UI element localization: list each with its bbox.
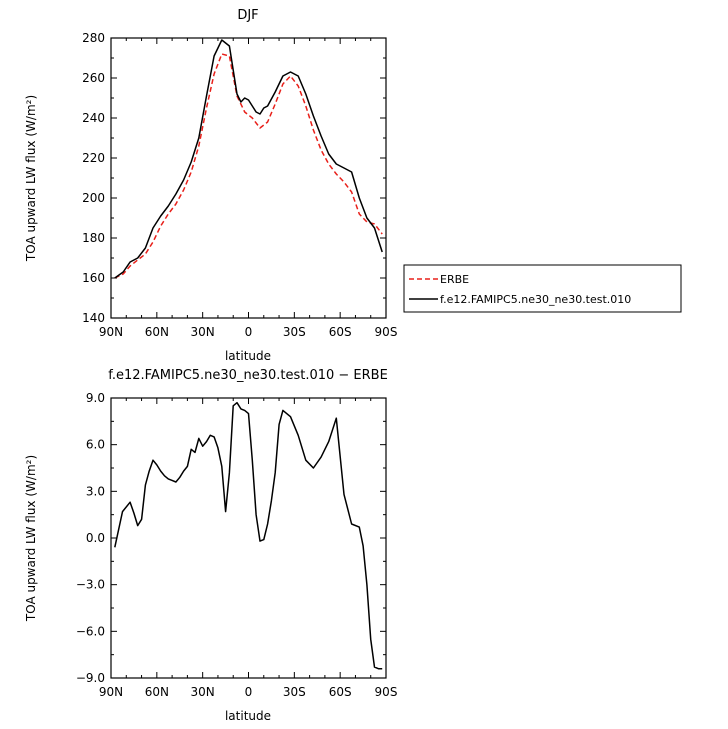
top-panel: DJF 90N 60N 30N 0 30S 60S 90S 140 160 180 200 220 24… bbox=[24, 8, 682, 363]
bottom-y-tick-label: 6.0 bbox=[86, 438, 105, 452]
bottom-x-tick-label: 90S bbox=[375, 685, 398, 699]
legend-box bbox=[403, 264, 682, 313]
bottom-chart-title: f.e12.FAMIPC5.ne30_ne30.test.010 − ERBE bbox=[108, 368, 388, 383]
bottom-panel: f.e12.FAMIPC5.ne30_ne30.test.010 − ERBE … bbox=[24, 368, 397, 723]
top-y-tick-label: 220 bbox=[82, 151, 105, 165]
top-y-axis-title: TOA upward LW flux (W/m²) bbox=[24, 95, 38, 262]
top-x-tick-label: 30N bbox=[191, 325, 215, 339]
top-series-line-f bbox=[114, 39, 383, 279]
top-x-axis-title: latitude bbox=[225, 349, 271, 363]
bottom-axis-ticks: 90N 60N 30N 0 30S 60S 90S −9.0 −6.0 −3.0 0.0 3.0 6.0… bbox=[76, 391, 398, 699]
bottom-x-tick-label: 60N bbox=[145, 685, 169, 699]
bottom-x-axis-title: latitude bbox=[225, 709, 271, 723]
bottom-y-tick-label: 9.0 bbox=[86, 391, 105, 405]
bottom-x-tick-label: 0 bbox=[245, 685, 253, 699]
bottom-plot-frame bbox=[110, 397, 387, 679]
top-x-tick-label: 30S bbox=[283, 325, 306, 339]
top-x-tick-label: 0 bbox=[245, 325, 253, 339]
bottom-x-tick-label: 30S bbox=[283, 685, 306, 699]
top-chart-title: DJF bbox=[237, 8, 258, 23]
top-y-tick-label: 260 bbox=[82, 71, 105, 85]
legend-label-erbe: ERBE bbox=[440, 273, 469, 286]
bottom-series-layer bbox=[114, 401, 383, 670]
bottom-x-tick-label: 30N bbox=[191, 685, 215, 699]
top-y-tick-label: 200 bbox=[82, 191, 105, 205]
top-y-tick-label: 240 bbox=[82, 111, 105, 125]
bottom-y-tick-label: −6.0 bbox=[76, 624, 105, 638]
top-series-line-erbe bbox=[114, 53, 383, 279]
bottom-y-axis-title: TOA upward LW flux (W/m²) bbox=[24, 455, 38, 622]
top-plot-frame bbox=[110, 37, 387, 319]
top-y-tick-label: 180 bbox=[82, 231, 105, 245]
legend: ERBE f.e12.FAMIPC5.ne30_ne30.test.010 bbox=[403, 264, 682, 313]
top-y-tick-label: 140 bbox=[82, 311, 105, 325]
top-axis-ticks: 90N 60N 30N 0 30S 60S 90S 140 160 180 200 220 240 260… bbox=[82, 31, 397, 339]
bottom-y-tick-label: 0.0 bbox=[86, 531, 105, 545]
bottom-x-tick-label: 90N bbox=[99, 685, 123, 699]
bottom-series-line-difference bbox=[114, 401, 383, 670]
bottom-x-tick-label: 60S bbox=[329, 685, 352, 699]
top-series-layer bbox=[114, 39, 383, 279]
legend-label-model: f.e12.FAMIPC5.ne30_ne30.test.010 bbox=[440, 293, 631, 306]
top-x-tick-label: 90N bbox=[99, 325, 123, 339]
top-x-tick-label: 90S bbox=[375, 325, 398, 339]
top-y-tick-label: 280 bbox=[82, 31, 105, 45]
top-x-tick-label: 60N bbox=[145, 325, 169, 339]
bottom-y-tick-label: −3.0 bbox=[76, 578, 105, 592]
bottom-y-tick-label: −9.0 bbox=[76, 671, 105, 685]
top-x-tick-label: 60S bbox=[329, 325, 352, 339]
top-y-tick-label: 160 bbox=[82, 271, 105, 285]
bottom-y-tick-label: 3.0 bbox=[86, 484, 105, 498]
